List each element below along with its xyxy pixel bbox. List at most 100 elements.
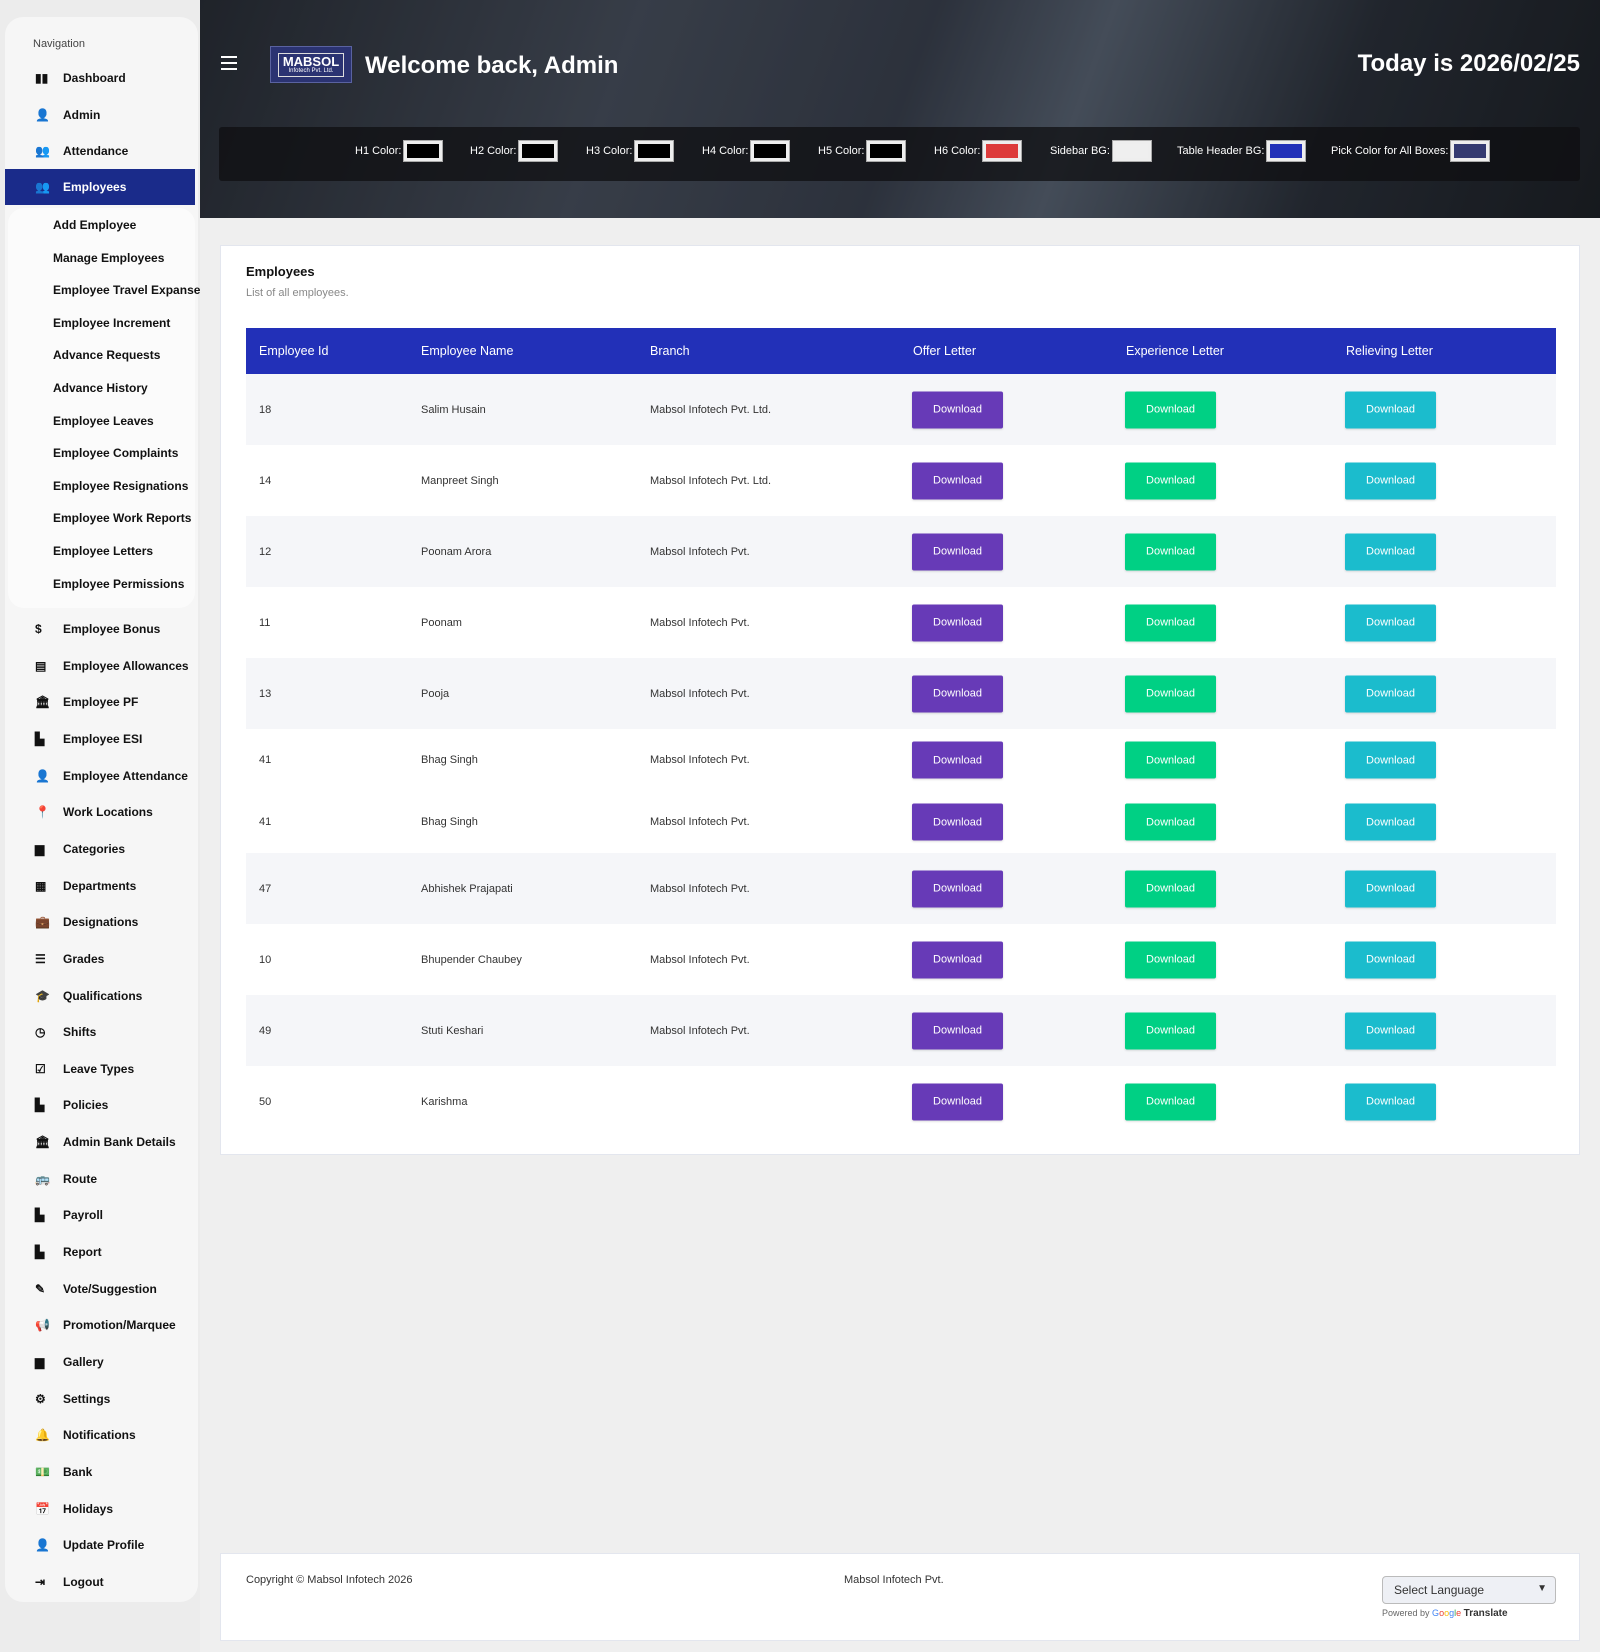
card-subtitle: List of all employees. bbox=[246, 287, 349, 299]
sidebar-item-departments[interactable]: ▦ Departments bbox=[5, 868, 195, 904]
sidebar-item-leave-types[interactable]: ☑ Leave Types bbox=[5, 1051, 195, 1087]
offer-letter-download-button[interactable]: Download bbox=[912, 941, 1003, 978]
color-swatch-input[interactable] bbox=[634, 140, 675, 162]
offer-letter-download-button[interactable]: Download bbox=[912, 741, 1003, 779]
language-select[interactable]: Select Language ▼ bbox=[1382, 1576, 1556, 1604]
cell-id: 11 bbox=[259, 616, 271, 629]
sidebar-item-promotion-marquee[interactable]: 📢 Promotion/Marquee bbox=[5, 1307, 195, 1343]
experience-letter-download-button[interactable]: Download bbox=[1125, 741, 1216, 779]
relieving-letter-download-button[interactable]: Download bbox=[1345, 391, 1436, 428]
offer-letter-download-button[interactable]: Download bbox=[912, 533, 1003, 570]
sidebar-item-bank[interactable]: 💵 Bank bbox=[5, 1454, 195, 1490]
sidebar-item-gallery[interactable]: ▆ Gallery bbox=[5, 1344, 195, 1380]
submenu-item-employee-work-reports[interactable]: Employee Work Reports bbox=[53, 511, 192, 526]
sidebar-item-vote-suggestion[interactable]: ✎ Vote/Suggestion bbox=[5, 1271, 195, 1307]
color-swatch-input[interactable] bbox=[403, 140, 444, 162]
color-swatch-input[interactable] bbox=[750, 140, 791, 162]
offer-letter-download-button[interactable]: Download bbox=[912, 604, 1003, 641]
experience-letter-download-button[interactable]: Download bbox=[1125, 391, 1216, 428]
sidebar-item-categories[interactable]: ▆ Categories bbox=[5, 831, 195, 867]
experience-letter-download-button[interactable]: Download bbox=[1125, 1083, 1216, 1120]
sidebar-item-route[interactable]: 🚌 Route bbox=[5, 1161, 195, 1197]
relieving-letter-download-button[interactable]: Download bbox=[1345, 675, 1436, 712]
color-swatch-input[interactable] bbox=[1111, 140, 1152, 162]
relieving-letter-download-button[interactable]: Download bbox=[1345, 803, 1436, 841]
sidebar-item-label: Categories bbox=[63, 841, 126, 856]
sidebar-item-admin[interactable]: 👤 Admin bbox=[5, 97, 195, 133]
submenu-item-employee-increment[interactable]: Employee Increment bbox=[53, 315, 171, 330]
color-picker-h6-color: H6 Color: bbox=[934, 140, 1023, 162]
submenu-item-employee-leaves[interactable]: Employee Leaves bbox=[53, 413, 154, 428]
experience-letter-download-button[interactable]: Download bbox=[1125, 941, 1216, 978]
sidebar-item-attendance[interactable]: 👥 Attendance bbox=[5, 133, 195, 169]
cell-name: Karishma bbox=[421, 1095, 468, 1108]
submenu-item-employee-complaints[interactable]: Employee Complaints bbox=[53, 446, 179, 461]
sidebar-item-notifications[interactable]: 🔔 Notifications bbox=[5, 1417, 195, 1453]
sidebar-item-employee-pf[interactable]: 🏛 Employee PF bbox=[5, 684, 195, 720]
sidebar-item-qualifications[interactable]: 🎓 Qualifications bbox=[5, 978, 195, 1014]
offer-letter-download-button[interactable]: Download bbox=[912, 391, 1003, 428]
submenu-item-advance-requests[interactable]: Advance Requests bbox=[53, 348, 161, 363]
relieving-letter-download-button[interactable]: Download bbox=[1345, 941, 1436, 978]
color-swatch-input[interactable] bbox=[866, 140, 907, 162]
offer-letter-download-button[interactable]: Download bbox=[912, 1012, 1003, 1049]
sidebar-item-payroll[interactable]: ▙ Payroll bbox=[5, 1197, 195, 1233]
sidebar-item-employee-attendance[interactable]: 👤 Employee Attendance bbox=[5, 758, 195, 794]
submenu-item-employee-letters[interactable]: Employee Letters bbox=[53, 544, 154, 558]
graduation-cap-icon: 🎓 bbox=[35, 988, 50, 1003]
sidebar-item-employees[interactable]: 👥 Employees bbox=[5, 169, 195, 205]
sidebar-item-designations[interactable]: 💼 Designations bbox=[5, 904, 195, 940]
color-swatch-input[interactable] bbox=[518, 140, 559, 162]
submenu-item-manage-employees[interactable]: Manage Employees bbox=[53, 250, 165, 265]
relieving-letter-download-button[interactable]: Download bbox=[1345, 462, 1436, 499]
submenu-item-add-employee[interactable]: Add Employee bbox=[53, 218, 137, 232]
relieving-letter-download-button[interactable]: Download bbox=[1345, 533, 1436, 570]
offer-letter-download-button[interactable]: Download bbox=[912, 1083, 1003, 1120]
welcome-title: Welcome back, Admin bbox=[365, 52, 619, 79]
sidebar-item-policies[interactable]: ▙ Policies bbox=[5, 1087, 195, 1123]
experience-letter-download-button[interactable]: Download bbox=[1125, 870, 1216, 907]
relieving-letter-download-button[interactable]: Download bbox=[1345, 870, 1436, 907]
offer-letter-download-button[interactable]: Download bbox=[912, 803, 1003, 841]
color-swatch-input[interactable] bbox=[1266, 140, 1307, 162]
relieving-letter-download-button[interactable]: Download bbox=[1345, 604, 1436, 641]
experience-letter-download-button[interactable]: Download bbox=[1125, 604, 1216, 641]
relieving-letter-download-button[interactable]: Download bbox=[1345, 1012, 1436, 1049]
color-swatch-input[interactable] bbox=[1450, 140, 1491, 162]
sidebar-item-logout[interactable]: ⇥ Logout bbox=[5, 1564, 195, 1600]
offer-letter-download-button[interactable]: Download bbox=[912, 462, 1003, 499]
experience-letter-download-button[interactable]: Download bbox=[1125, 803, 1216, 841]
dollar-icon: $ bbox=[35, 622, 42, 636]
color-picker-h3-color: H3 Color: bbox=[586, 140, 675, 162]
cell-name: Manpreet Singh bbox=[421, 474, 499, 487]
user-icon: 👤 bbox=[35, 108, 50, 122]
sidebar-item-employee-bonus[interactable]: $ Employee Bonus bbox=[5, 611, 195, 647]
sidebar-item-admin-bank-details[interactable]: 🏛 Admin Bank Details bbox=[5, 1124, 195, 1160]
sidebar-item-settings[interactable]: ⚙ Settings bbox=[5, 1381, 195, 1417]
offer-letter-download-button[interactable]: Download bbox=[912, 675, 1003, 712]
menu-toggle-icon[interactable] bbox=[221, 56, 237, 74]
color-swatch-input[interactable] bbox=[982, 140, 1023, 162]
relieving-letter-download-button[interactable]: Download bbox=[1345, 741, 1436, 779]
submenu-item-employee-travel-expanse[interactable]: Employee Travel Expanse bbox=[53, 283, 201, 298]
sidebar-item-shifts[interactable]: ◷ Shifts bbox=[5, 1014, 195, 1050]
table-header: Employee Id Employee Name Branch Offer Lett… bbox=[246, 328, 1556, 374]
sidebar-item-employee-esi[interactable]: ▙ Employee ESI bbox=[5, 721, 195, 757]
experience-letter-download-button[interactable]: Download bbox=[1125, 462, 1216, 499]
color-picker-label: H6 Color: bbox=[934, 145, 981, 157]
relieving-letter-download-button[interactable]: Download bbox=[1345, 1083, 1436, 1120]
submenu-item-employee-resignations[interactable]: Employee Resignations bbox=[53, 478, 189, 493]
experience-letter-download-button[interactable]: Download bbox=[1125, 1012, 1216, 1049]
sidebar-item-work-locations[interactable]: 📍 Work Locations bbox=[5, 794, 195, 830]
sidebar-item-holidays[interactable]: 📅 Holidays bbox=[5, 1491, 195, 1527]
submenu-item-advance-history[interactable]: Advance History bbox=[53, 381, 148, 395]
sidebar-item-grades[interactable]: ☰ Grades bbox=[5, 941, 195, 977]
offer-letter-download-button[interactable]: Download bbox=[912, 870, 1003, 907]
sidebar-item-dashboard[interactable]: ▮▮ Dashboard bbox=[5, 60, 195, 96]
sidebar-item-report[interactable]: ▙ Report bbox=[5, 1234, 195, 1270]
experience-letter-download-button[interactable]: Download bbox=[1125, 675, 1216, 712]
experience-letter-download-button[interactable]: Download bbox=[1125, 533, 1216, 570]
sidebar-item-employee-allowances[interactable]: ▤ Employee Allowances bbox=[5, 648, 195, 684]
sidebar-item-update-profile[interactable]: 👤 Update Profile bbox=[5, 1527, 195, 1563]
submenu-item-employee-permissions[interactable]: Employee Permissions bbox=[53, 576, 185, 591]
